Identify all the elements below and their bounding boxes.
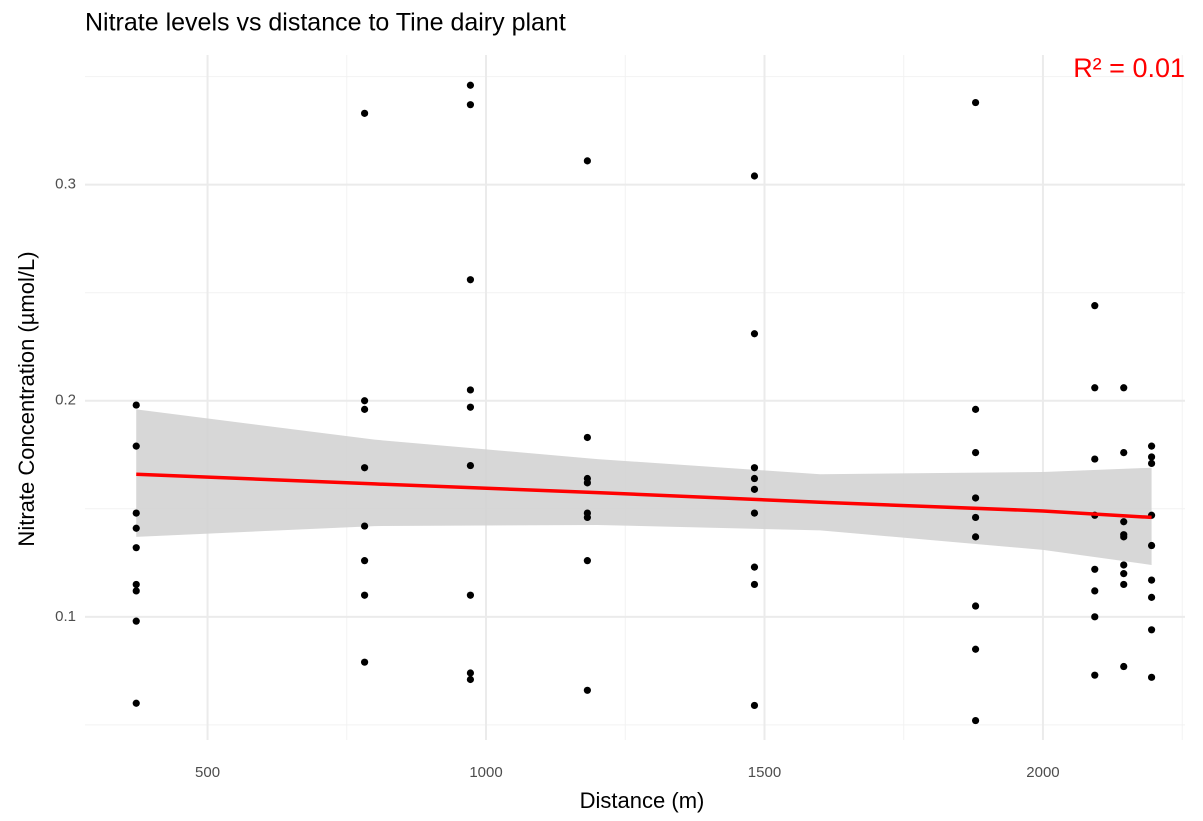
point bbox=[360, 658, 369, 666]
point bbox=[360, 464, 369, 472]
y-tick-label: 0.1 bbox=[55, 608, 76, 625]
point bbox=[1120, 533, 1128, 541]
point bbox=[1091, 671, 1099, 679]
point bbox=[1091, 587, 1099, 595]
x-tick-label: 2000 bbox=[1026, 764, 1059, 781]
point bbox=[971, 645, 980, 653]
point bbox=[750, 509, 759, 517]
point bbox=[1147, 442, 1156, 450]
point bbox=[1120, 518, 1128, 526]
annotation: R² = 0.01 bbox=[1073, 53, 1185, 83]
point bbox=[583, 433, 591, 442]
point bbox=[971, 533, 980, 541]
point bbox=[466, 591, 475, 599]
point bbox=[1147, 541, 1156, 550]
point bbox=[971, 716, 980, 725]
point bbox=[132, 587, 140, 595]
y-axis-title: Nitrate Concentration (µmol/L) bbox=[14, 251, 39, 546]
y-tick-label: 0.3 bbox=[55, 176, 76, 193]
point bbox=[360, 405, 369, 413]
point bbox=[583, 557, 591, 565]
point bbox=[466, 669, 475, 677]
point bbox=[466, 81, 475, 89]
point bbox=[1120, 449, 1128, 457]
point bbox=[360, 109, 369, 117]
point bbox=[1091, 455, 1099, 463]
point bbox=[132, 699, 140, 707]
point bbox=[466, 101, 475, 109]
point bbox=[1147, 626, 1156, 634]
point bbox=[1120, 580, 1128, 589]
point bbox=[971, 98, 980, 107]
point bbox=[1091, 302, 1099, 310]
point bbox=[971, 513, 980, 522]
point bbox=[466, 276, 475, 284]
x-tick-label: 1000 bbox=[469, 764, 502, 781]
point bbox=[1120, 662, 1128, 671]
point bbox=[583, 513, 591, 522]
x-tick-label: 500 bbox=[195, 764, 220, 781]
point bbox=[1091, 565, 1099, 573]
point bbox=[360, 557, 369, 565]
point bbox=[1120, 384, 1128, 392]
grid bbox=[85, 55, 1185, 740]
point bbox=[583, 686, 591, 694]
point bbox=[1091, 613, 1099, 621]
point bbox=[132, 509, 140, 517]
point bbox=[750, 701, 759, 710]
y-tick-label: 0.2 bbox=[55, 392, 76, 409]
point bbox=[132, 544, 140, 552]
point bbox=[132, 401, 140, 409]
point bbox=[583, 479, 591, 487]
point bbox=[750, 464, 759, 472]
point bbox=[466, 386, 475, 394]
confidence-band bbox=[136, 409, 1152, 565]
x-tick-label: 1500 bbox=[748, 764, 781, 781]
point bbox=[132, 617, 140, 625]
point bbox=[1147, 459, 1156, 468]
point bbox=[971, 449, 980, 457]
x-axis-title: Distance (m) bbox=[580, 788, 705, 813]
point bbox=[1147, 576, 1156, 584]
point bbox=[750, 563, 759, 571]
point bbox=[1147, 673, 1156, 681]
point bbox=[1120, 561, 1128, 569]
point bbox=[583, 157, 591, 165]
fit-line bbox=[136, 472, 1152, 520]
point bbox=[750, 172, 759, 180]
point bbox=[360, 591, 369, 599]
point bbox=[1120, 570, 1128, 578]
point bbox=[360, 397, 369, 405]
point bbox=[750, 330, 759, 338]
point bbox=[971, 494, 980, 502]
point bbox=[1147, 453, 1156, 461]
point bbox=[750, 485, 759, 493]
point bbox=[360, 522, 369, 530]
point bbox=[466, 461, 475, 470]
plot bbox=[132, 81, 1156, 725]
point bbox=[132, 442, 140, 450]
point bbox=[132, 524, 140, 532]
chart-title: Nitrate levels vs distance to Tine dairy… bbox=[85, 9, 566, 37]
point bbox=[750, 580, 759, 589]
point bbox=[466, 403, 475, 411]
point bbox=[466, 675, 475, 684]
point bbox=[132, 580, 140, 589]
point bbox=[971, 602, 980, 610]
point bbox=[750, 474, 759, 483]
point bbox=[1091, 384, 1099, 392]
point bbox=[971, 405, 980, 413]
point bbox=[1147, 593, 1156, 601]
